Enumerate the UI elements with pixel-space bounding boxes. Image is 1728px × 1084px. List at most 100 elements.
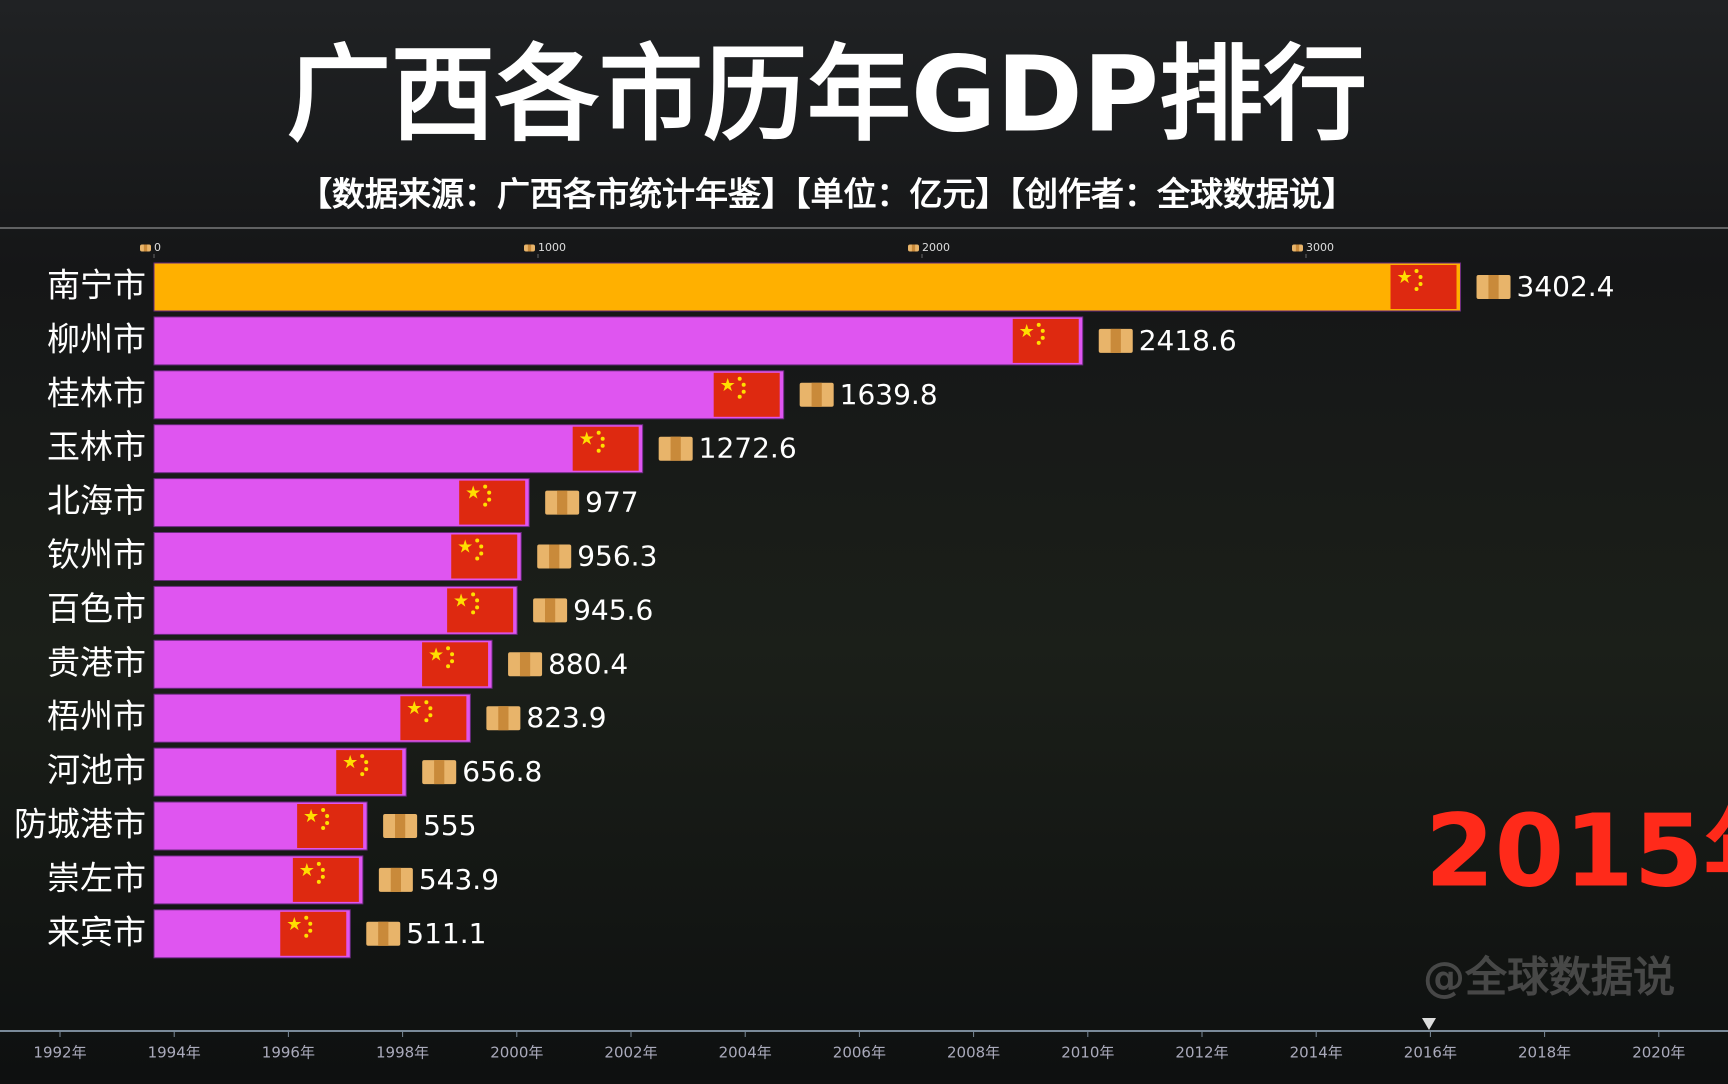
money-icon-band xyxy=(1110,328,1121,353)
flag-star: ★ xyxy=(457,537,473,558)
flag-small-star xyxy=(1414,269,1419,273)
flag-star: ★ xyxy=(465,483,481,504)
flag-small-star xyxy=(450,659,455,664)
money-icon-band xyxy=(390,867,401,892)
timeline-label: 2012年 xyxy=(1175,1044,1228,1062)
flag xyxy=(1012,318,1079,363)
flag-small-star xyxy=(428,706,433,711)
flag-small-star xyxy=(475,605,480,610)
money-icon-band xyxy=(549,544,560,569)
money-icon-band xyxy=(545,598,556,623)
value-label: 956.3 xyxy=(577,540,657,573)
flag-small-star xyxy=(325,821,330,825)
category-label: 北海市 xyxy=(47,481,146,520)
money-icon-band xyxy=(911,244,916,252)
category-label: 南宁市 xyxy=(47,266,146,305)
value-label: 880.4 xyxy=(548,647,628,680)
flag-small-star xyxy=(446,646,451,651)
flag-small-star xyxy=(479,551,484,556)
flag-small-star xyxy=(316,879,321,884)
value-label: 3402.4 xyxy=(1517,270,1615,303)
flag-small-star xyxy=(316,861,321,866)
flag xyxy=(447,588,514,633)
flag xyxy=(713,372,780,417)
flag-small-star xyxy=(308,928,313,933)
flag-small-star xyxy=(424,700,429,705)
flag-small-star xyxy=(596,448,601,453)
value-label: 511.1 xyxy=(406,917,486,950)
flag-small-star xyxy=(475,598,480,603)
flag-small-star xyxy=(600,436,605,441)
timeline-label: 2016年 xyxy=(1404,1044,1457,1062)
money-icon-band xyxy=(434,760,445,785)
flag xyxy=(292,857,359,902)
category-label: 钦州市 xyxy=(47,535,146,574)
category-label: 桂林市 xyxy=(47,373,146,412)
flag-small-star xyxy=(487,490,492,495)
money-icon-band xyxy=(498,706,509,731)
flag-star: ★ xyxy=(286,914,302,935)
money-icon-band xyxy=(811,382,822,407)
x-tick-label: 3000 xyxy=(1306,241,1334,254)
flag-small-star xyxy=(475,538,480,543)
flag-small-star xyxy=(424,718,429,723)
flag-small-star xyxy=(1418,275,1423,279)
flag xyxy=(1390,265,1457,309)
money-icon-band xyxy=(395,814,406,838)
flag-small-star xyxy=(737,394,742,399)
flag-small-star xyxy=(1040,335,1045,340)
timeline-label: 2020年 xyxy=(1632,1044,1685,1062)
flag-small-star xyxy=(428,713,433,718)
flag-small-star xyxy=(446,664,451,669)
flag-small-star xyxy=(471,592,476,597)
timeline-label: 1996年 xyxy=(262,1044,315,1062)
bar xyxy=(153,262,1462,312)
timeline-label: 2002年 xyxy=(604,1044,657,1062)
flag-small-star xyxy=(304,915,309,920)
flag-star: ★ xyxy=(1019,321,1035,342)
flag xyxy=(280,911,347,956)
flag-star: ★ xyxy=(299,860,315,881)
flag-small-star xyxy=(320,867,325,872)
flag-small-star xyxy=(741,382,746,387)
money-icon-band xyxy=(557,490,568,515)
flag-small-star xyxy=(304,933,309,938)
flag-small-star xyxy=(320,874,325,879)
value-label: 1639.8 xyxy=(840,378,938,411)
timeline-label: 2000年 xyxy=(490,1044,543,1062)
flag xyxy=(422,642,489,687)
money-icon-band xyxy=(1295,244,1300,252)
flag-small-star xyxy=(483,484,488,489)
x-tick-label: 2000 xyxy=(922,241,950,254)
category-label: 来宾市 xyxy=(47,912,146,951)
value-label: 977 xyxy=(585,486,638,519)
timeline-marker xyxy=(1422,1018,1436,1030)
flag xyxy=(459,480,526,525)
flag-small-star xyxy=(596,430,601,435)
flag-small-star xyxy=(483,502,488,507)
flag-small-star xyxy=(1040,328,1045,333)
flag-small-star xyxy=(741,389,746,394)
timeline-label: 2018年 xyxy=(1518,1044,1571,1062)
year-label: 2015年 xyxy=(1425,792,1728,909)
money-icon-band xyxy=(527,244,532,252)
timeline-label: 2014年 xyxy=(1290,1044,1343,1062)
money-icon-band xyxy=(670,436,681,461)
flag-small-star xyxy=(487,497,492,502)
chart-subtitle: 【数据来源：广西各市统计年鉴】【单位：亿元】【创作者：全球数据说】 xyxy=(299,175,1355,214)
timeline-label: 1994年 xyxy=(148,1044,201,1062)
flag-small-star xyxy=(321,826,326,830)
flag-small-star xyxy=(364,760,369,765)
category-label: 玉林市 xyxy=(47,427,146,466)
flag-small-star xyxy=(325,814,330,818)
timeline-label: 1998年 xyxy=(376,1044,429,1062)
timeline-label: 2006年 xyxy=(833,1044,886,1062)
flag-star: ★ xyxy=(303,806,319,827)
x-tick-label: 0 xyxy=(154,241,161,254)
value-label: 945.6 xyxy=(573,593,653,626)
timeline-label: 2008年 xyxy=(947,1044,1000,1062)
flag-small-star xyxy=(360,772,365,777)
category-label: 崇左市 xyxy=(47,858,146,897)
chart-title: 广西各市历年GDP排行 xyxy=(287,33,1367,155)
